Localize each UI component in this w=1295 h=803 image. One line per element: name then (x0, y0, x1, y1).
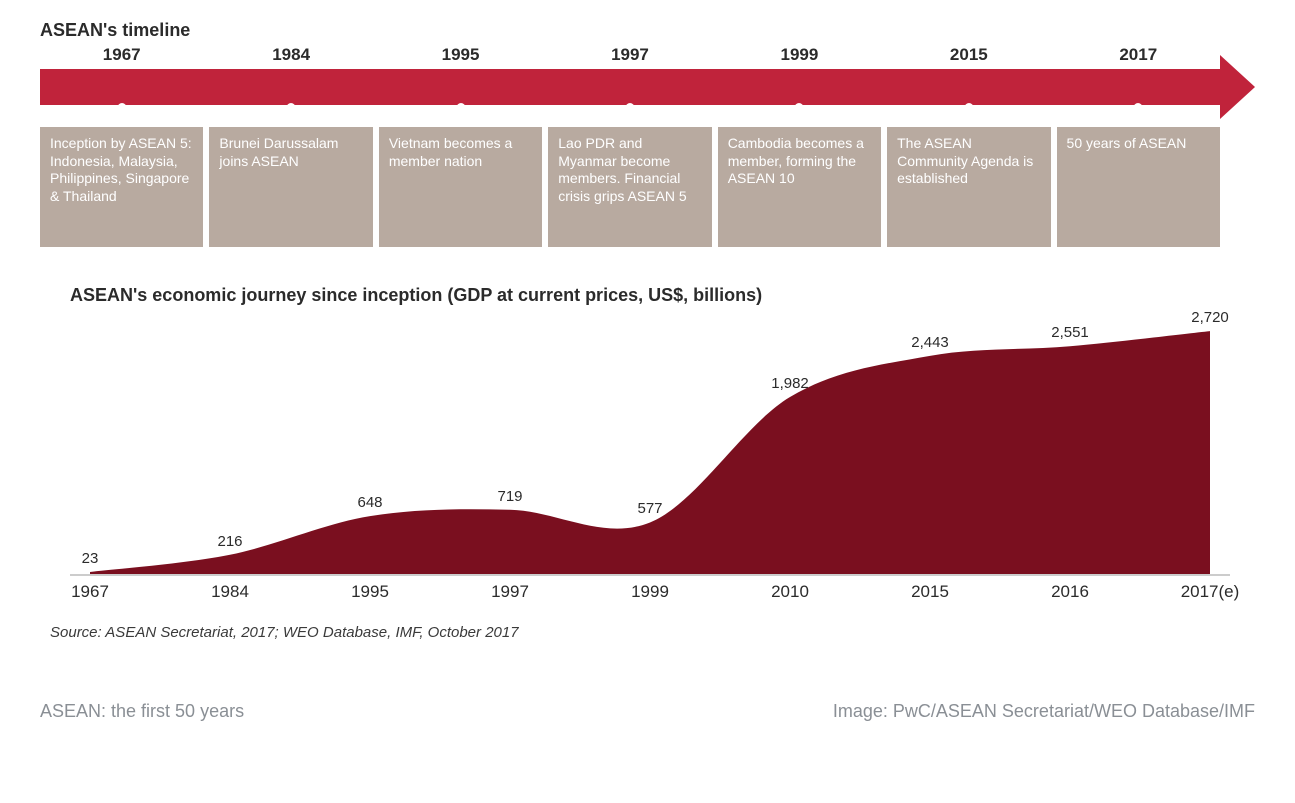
timeline-connector (629, 105, 631, 127)
x-axis-label: 1984 (211, 582, 249, 602)
timeline-desc: Brunei Darussalam joins ASEAN (209, 127, 372, 247)
chart-title: ASEAN's economic journey since inception… (70, 285, 1255, 306)
timeline-desc: Lao PDR and Myanmar become members. Fina… (548, 127, 711, 247)
x-axis-label: 1997 (491, 582, 529, 602)
value-label: 2,720 (1191, 309, 1229, 326)
x-axis-label: 1995 (351, 582, 389, 602)
timeline-desc: Cambodia becomes a member, forming the A… (718, 127, 881, 247)
timeline-year: 1995 (379, 45, 542, 65)
value-label: 2,443 (911, 334, 949, 351)
timeline-desc: The ASEAN Community Agenda is establishe… (887, 127, 1050, 247)
timeline-connector (460, 105, 462, 127)
value-label: 719 (497, 488, 522, 505)
timeline-year: 1967 (40, 45, 203, 65)
timeline-bar (40, 69, 1220, 105)
timeline-connector (1137, 105, 1139, 127)
footer-right: Image: PwC/ASEAN Secretariat/WEO Databas… (833, 701, 1255, 722)
timeline-connector (121, 105, 123, 127)
area-fill (90, 331, 1210, 574)
x-axis-label: 2016 (1051, 582, 1089, 602)
x-axis-label: 2010 (771, 582, 809, 602)
timeline-arrowhead-icon (1220, 55, 1255, 119)
x-axis-label: 2017(e) (1181, 582, 1240, 602)
timeline-desc: 50 years of ASEAN (1057, 127, 1220, 247)
timeline-year: 2017 (1057, 45, 1220, 65)
value-label: 23 (82, 550, 99, 567)
value-label: 648 (357, 494, 382, 511)
timeline-year: 1984 (209, 45, 372, 65)
timeline-year: 1997 (548, 45, 711, 65)
chart-svg (50, 314, 1250, 614)
timeline-desc: Vietnam becomes a member nation (379, 127, 542, 247)
x-axis-label: 1999 (631, 582, 669, 602)
value-label: 1,982 (771, 375, 809, 392)
value-label: 216 (217, 533, 242, 550)
timeline: 1967 Inception by ASEAN 5: Indonesia, Mal… (40, 47, 1255, 257)
value-label: 2,551 (1051, 324, 1089, 341)
x-axis-label: 1967 (71, 582, 109, 602)
timeline-desc: Inception by ASEAN 5: Indonesia, Malaysi… (40, 127, 203, 247)
x-axis-label: 2015 (911, 582, 949, 602)
timeline-year: 1999 (718, 45, 881, 65)
timeline-connector (290, 105, 292, 127)
timeline-connector (798, 105, 800, 127)
timeline-title: ASEAN's timeline (40, 20, 1255, 41)
timeline-year: 2015 (887, 45, 1050, 65)
timeline-connector (968, 105, 970, 127)
area-chart: 23 1967 216 1984 648 1995 719 1997 577 1999 1,982 2… (50, 314, 1250, 614)
footer: ASEAN: the first 50 years Image: PwC/ASE… (40, 701, 1255, 722)
footer-left: ASEAN: the first 50 years (40, 701, 244, 722)
value-label: 577 (637, 500, 662, 517)
source-text: Source: ASEAN Secretariat, 2017; WEO Dat… (50, 624, 1255, 641)
